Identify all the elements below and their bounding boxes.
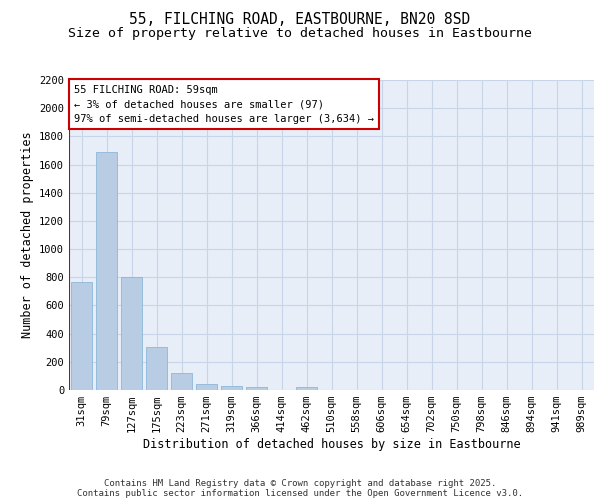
Text: Contains public sector information licensed under the Open Government Licence v3: Contains public sector information licen… — [77, 488, 523, 498]
Text: 55, FILCHING ROAD, EASTBOURNE, BN20 8SD: 55, FILCHING ROAD, EASTBOURNE, BN20 8SD — [130, 12, 470, 28]
Bar — [96, 152, 117, 390]
Bar — [296, 388, 317, 390]
Bar — [146, 347, 167, 390]
Text: Size of property relative to detached houses in Eastbourne: Size of property relative to detached ho… — [68, 28, 532, 40]
Bar — [171, 373, 192, 390]
Bar — [196, 384, 217, 390]
Bar — [246, 388, 267, 390]
Bar — [221, 386, 242, 390]
Bar — [121, 278, 142, 390]
Bar — [71, 282, 92, 390]
Text: 55 FILCHING ROAD: 59sqm
← 3% of detached houses are smaller (97)
97% of semi-det: 55 FILCHING ROAD: 59sqm ← 3% of detached… — [74, 84, 374, 124]
X-axis label: Distribution of detached houses by size in Eastbourne: Distribution of detached houses by size … — [143, 438, 520, 451]
Text: Contains HM Land Registry data © Crown copyright and database right 2025.: Contains HM Land Registry data © Crown c… — [104, 478, 496, 488]
Y-axis label: Number of detached properties: Number of detached properties — [20, 132, 34, 338]
